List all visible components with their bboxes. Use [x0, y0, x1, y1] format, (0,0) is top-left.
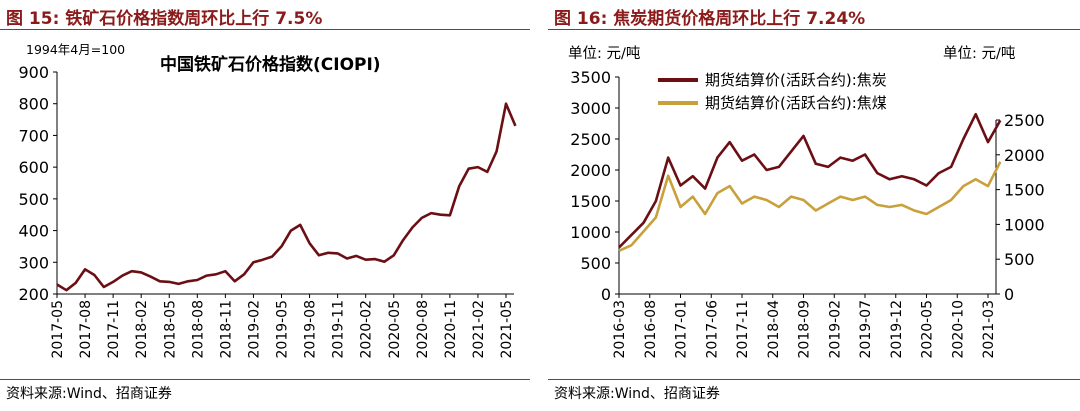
- coke-price-line: [618, 112, 1002, 249]
- right-left-y-tick-label: 3500: [570, 68, 611, 87]
- right-right-y-tick-label: 1500: [1004, 181, 1045, 200]
- right-right-y-tick-label: 2500: [1004, 111, 1045, 130]
- right-left-y-tick-label: 1000: [570, 223, 611, 242]
- left-x-tick-label: 2017-11: [106, 300, 122, 359]
- left-y-tick-label: 900: [18, 63, 49, 82]
- right-left-y-tick-label: 1500: [570, 192, 611, 211]
- right-source-rule: [548, 379, 1080, 380]
- left-y-tick-label: 500: [18, 190, 49, 209]
- right-right-y-tick-label: 500: [1004, 250, 1035, 269]
- left-y-tick-label: 200: [18, 285, 49, 304]
- iron-ore-index-line: [56, 102, 517, 292]
- left-x-tick-label: 2020-11: [443, 300, 459, 359]
- left-x-tick-label: 2019-11: [331, 300, 347, 359]
- right-left-y-tick-label: 2000: [570, 161, 611, 180]
- left-x-tick-label: 2021-05: [499, 300, 515, 359]
- right-axis-unit: 单位: 元/吨: [943, 45, 1015, 62]
- right-x-tick-label: 2016-03: [612, 300, 628, 359]
- legend-label-coal: 期货结算价(活跃合约):焦煤: [705, 94, 887, 112]
- left-chart-panel: 图 15: 铁矿石价格指数周环比上行 7.5% 1994年4月=100 中国铁矿…: [0, 0, 530, 411]
- left-y-tick-label: 300: [18, 253, 49, 272]
- coal-price-line: [618, 161, 1002, 252]
- right-figure-title: 图 16: 焦炭期货价格周环比上行 7.24%: [554, 9, 866, 29]
- left-x-tick-label: 2017-08: [78, 300, 94, 359]
- left-x-tick-label: 2018-08: [190, 300, 206, 359]
- left-x-tick-label: 2020-08: [415, 300, 431, 359]
- right-left-y-tick-label: 2500: [570, 130, 611, 149]
- right-x-tick-label: 2017-11: [735, 300, 751, 359]
- right-title-rule: [548, 29, 1080, 30]
- left-x-tick-label: 2019-05: [275, 300, 291, 359]
- right-x-tick-label: 2018-09: [797, 300, 813, 359]
- left-x-tick-label: 2018-11: [218, 300, 234, 359]
- right-x-tick-label: 2019-07: [858, 300, 874, 359]
- right-left-y-tick-label: 3000: [570, 99, 611, 118]
- left-x-tick-label: 2018-02: [134, 300, 150, 359]
- legend-label-coke: 期货结算价(活跃合约):焦炭: [705, 71, 887, 89]
- left-x-tick-label: 2021-02: [471, 300, 487, 359]
- right-left-y-tick-label: 500: [580, 254, 611, 273]
- left-x-tick-label: 2020-05: [387, 300, 403, 359]
- right-right-y-tick-label: 2000: [1004, 146, 1045, 165]
- left-y-tick-label: 800: [18, 95, 49, 114]
- left-x-tick-label: 2018-05: [162, 300, 178, 359]
- right-x-tick-label: 2019-02: [827, 300, 843, 359]
- right-x-tick-label: 2019-12: [889, 300, 905, 359]
- left-y-tick-label: 600: [18, 158, 49, 177]
- left-x-tick-label: 2020-02: [359, 300, 375, 359]
- left-axis-unit: 单位: 元/吨: [568, 45, 640, 62]
- right-left-y-tick-label: 0: [601, 285, 611, 304]
- left-x-tick-label: 2017-05: [50, 300, 66, 359]
- iron-ore-chart: 1994年4月=100 中国铁矿石价格指数(CIOPI) 200 300 400 50…: [18, 42, 517, 359]
- right-x-tick-label: 2017-06: [704, 300, 720, 359]
- left-chart-title: 中国铁矿石价格指数(CIOPI): [160, 54, 381, 75]
- left-x-tick-label: 2019-02: [246, 300, 262, 359]
- right-right-y-tick-label: 1000: [1004, 215, 1045, 234]
- right-source: 资料来源:Wind、招商证券: [554, 386, 720, 402]
- left-y-tick-label: 400: [18, 222, 49, 241]
- right-x-tick-label: 2020-05: [920, 300, 936, 359]
- left-source-rule: [0, 379, 530, 380]
- left-x-tick-label: 2019-08: [303, 300, 319, 359]
- right-x-tick-label: 2018-04: [766, 300, 782, 359]
- right-x-tick-label: 2020-10: [950, 300, 966, 359]
- left-y-tick-label: 700: [18, 126, 49, 145]
- left-chart-note: 1994年4月=100: [26, 42, 125, 57]
- left-figure-title: 图 15: 铁矿石价格指数周环比上行 7.5%: [6, 9, 323, 29]
- right-chart-panel: 图 16: 焦炭期货价格周环比上行 7.24% 单位: 元/吨 单位: 元/吨 …: [548, 0, 1080, 411]
- right-x-tick-label: 2021-03: [981, 300, 997, 359]
- coke-coal-chart: 单位: 元/吨 单位: 元/吨 0 500 1000 1500 2000 2500 3000…: [568, 45, 1045, 359]
- left-title-rule: [0, 29, 530, 30]
- right-x-tick-label: 2017-01: [674, 300, 690, 359]
- right-x-tick-label: 2016-08: [643, 300, 659, 359]
- left-source: 资料来源:Wind、招商证券: [6, 386, 172, 402]
- right-right-y-tick-label: 0: [1004, 285, 1014, 304]
